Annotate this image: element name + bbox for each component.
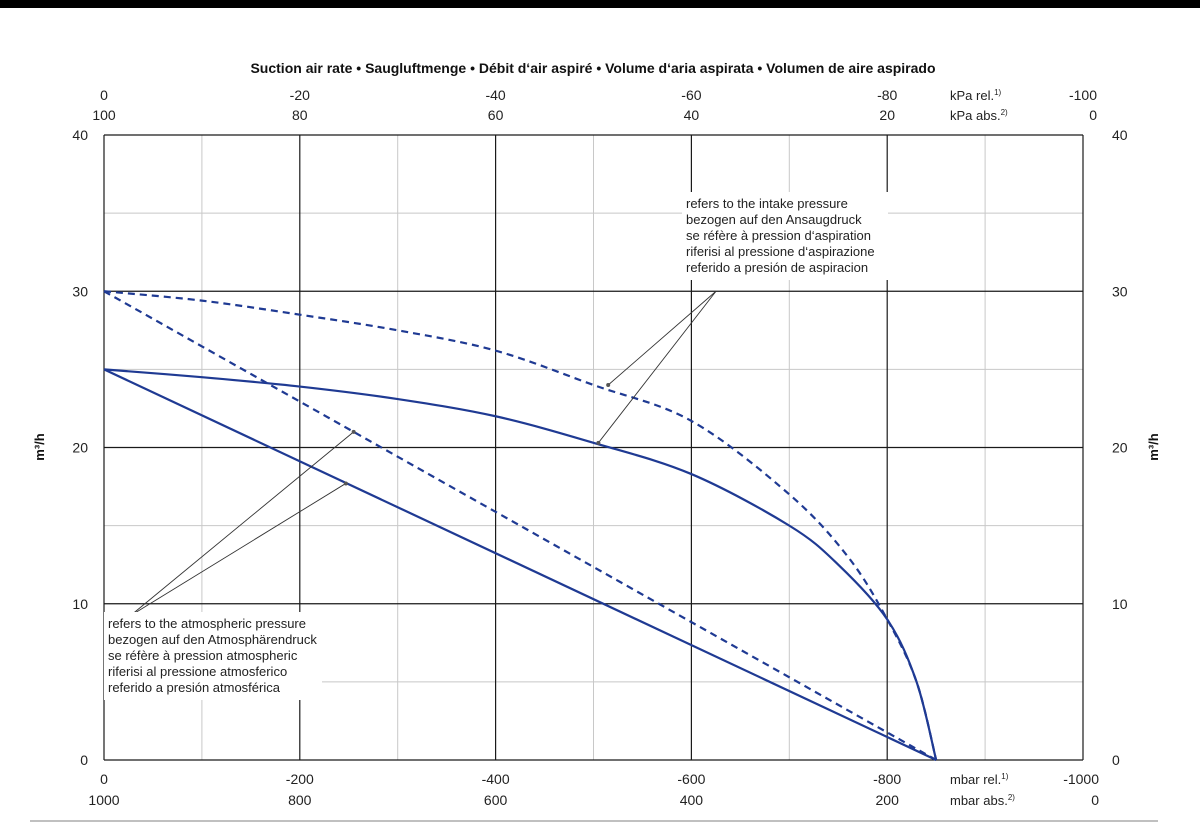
leader-line xyxy=(598,290,717,444)
leader-dot xyxy=(596,440,601,445)
x-tick-label-bottom-abs: 1000 xyxy=(88,792,119,808)
x-tick-label-bottom-rel: -600 xyxy=(677,771,705,787)
atmos-note-bg xyxy=(104,612,322,700)
x-tick-label-top-abs: 60 xyxy=(488,107,504,123)
x-tick-label-bottom-rel: -1000 xyxy=(1063,771,1099,787)
atmos-note-line: riferisi al pressione atmosferico xyxy=(108,664,287,679)
x-tick-label-bottom-abs: 0 xyxy=(1091,792,1099,808)
x-tick-label-top-rel: -80 xyxy=(877,87,897,103)
x-top-rel-unit: kPa rel.1) xyxy=(950,88,1002,103)
series-line-4 xyxy=(103,290,937,761)
x-tick-label-bottom-abs: 200 xyxy=(876,792,900,808)
y-axis-label-right: m³/h xyxy=(1146,433,1161,461)
y-tick-label-left: 40 xyxy=(72,127,88,143)
intake-note-bg xyxy=(682,192,888,280)
x-bottom-abs-unit: mbar abs.2) xyxy=(950,793,1015,808)
intake-note: refers to the intake pressure bezogen au… xyxy=(686,196,878,275)
leader-line xyxy=(607,290,717,386)
intake-note-line: bezogen auf den Ansaugdruck xyxy=(686,212,862,227)
y-tick-label-left: 30 xyxy=(72,283,88,299)
x-tick-label-top-abs: 20 xyxy=(879,107,895,123)
y-tick-label-left: 10 xyxy=(72,596,88,612)
x-tick-label-top-abs: 40 xyxy=(684,107,700,123)
leader-dot xyxy=(351,429,356,434)
y-tick-label-left: 20 xyxy=(72,440,88,456)
y-tick-label-right: 40 xyxy=(1112,127,1128,143)
x-tick-label-bottom-rel: -400 xyxy=(482,771,510,787)
x-tick-label-top-abs: 80 xyxy=(292,107,308,123)
x-top-abs-unit: kPa abs.2) xyxy=(950,108,1008,123)
x-tick-label-bottom-abs: 400 xyxy=(680,792,704,808)
atmos-note-line: referido a presión atmosférica xyxy=(108,680,281,695)
y-tick-label-right: 10 xyxy=(1112,596,1128,612)
x-tick-label-top-rel: 0 xyxy=(100,87,108,103)
x-tick-label-top-abs: 0 xyxy=(1089,107,1097,123)
leader-dot xyxy=(606,383,611,387)
intake-note-line: refers to the intake pressure xyxy=(686,196,848,211)
annotation-leaders xyxy=(129,290,717,617)
atmospheric-note: refers to the atmospheric pressure bezog… xyxy=(108,616,321,695)
x-tick-label-bottom-rel: -200 xyxy=(286,771,314,787)
curves xyxy=(103,290,938,761)
y-tick-label-right: 20 xyxy=(1112,440,1128,456)
grid xyxy=(103,134,1084,761)
x-tick-label-top-rel: -20 xyxy=(290,87,310,103)
leader-line xyxy=(129,431,354,617)
y-axis-label-left: m³/h xyxy=(32,433,47,461)
x-tick-label-top-rel: -40 xyxy=(485,87,505,103)
top-rule xyxy=(0,0,1200,8)
intake-note-line: se réfère à pression d‘aspiration xyxy=(686,228,871,243)
atmos-note-line: refers to the atmospheric pressure xyxy=(108,616,306,631)
x-bottom-rel-unit: mbar rel.1) xyxy=(950,772,1009,787)
leader-dot xyxy=(343,481,348,486)
leader-line xyxy=(129,483,347,617)
x-tick-label-top-abs: 100 xyxy=(92,107,116,123)
x-tick-label-bottom-rel: 0 xyxy=(100,771,108,787)
x-tick-label-top-rel: -100 xyxy=(1069,87,1097,103)
series-line-3 xyxy=(103,368,937,761)
intake-note-line: referido a presión de aspiracion xyxy=(686,260,868,275)
x-tick-label-bottom-abs: 800 xyxy=(288,792,312,808)
chart-title: Suction air rate • Saugluftmenge • Débit… xyxy=(250,60,935,76)
y-tick-label-right: 30 xyxy=(1112,283,1128,299)
x-tick-label-top-rel: -60 xyxy=(681,87,701,103)
x-tick-label-bottom-rel: -800 xyxy=(873,771,901,787)
series-line-1 xyxy=(103,368,938,761)
x-tick-label-bottom-abs: 600 xyxy=(484,792,508,808)
atmos-note-line: se réfère à pression atmospheric xyxy=(108,648,298,663)
atmos-note-line: bezogen auf den Atmosphärendruck xyxy=(108,632,317,647)
intake-note-line: riferisi al pressione d‘aspirazione xyxy=(686,244,875,259)
y-tick-label-right: 0 xyxy=(1112,752,1120,768)
y-tick-label-left: 0 xyxy=(80,752,88,768)
